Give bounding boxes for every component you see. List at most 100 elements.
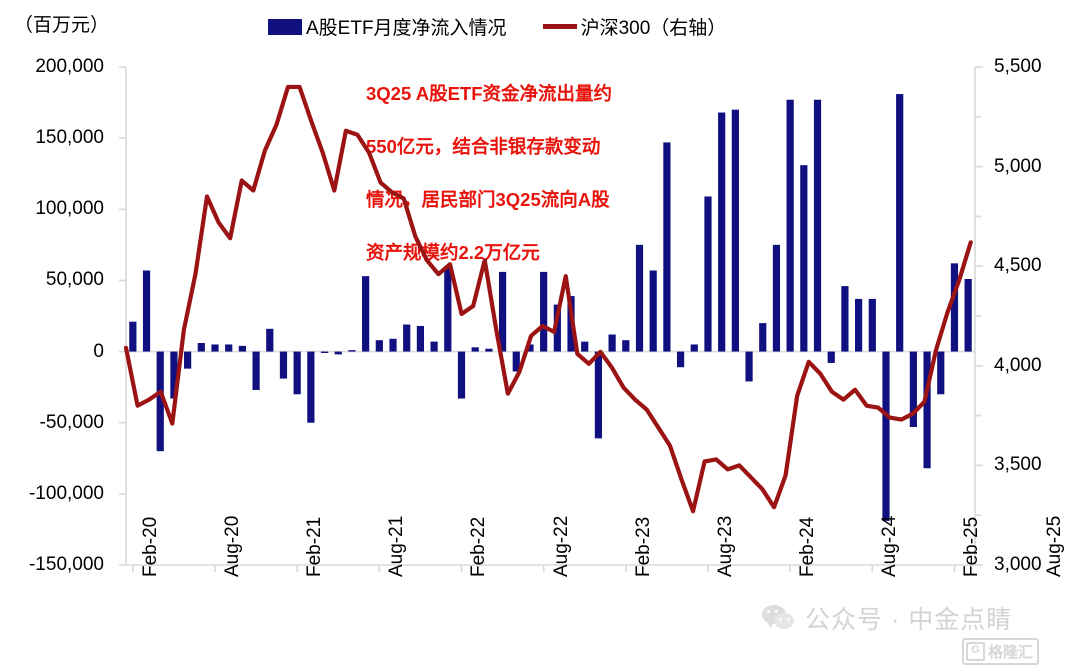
bar [855, 298, 863, 352]
chart-legend: A股ETF月度净流入情况 沪深300（右轴） [268, 13, 726, 40]
x-axis-tick-label: Feb-23 [632, 516, 654, 577]
right-axis-tick-label: 4,000 [994, 354, 1042, 376]
x-axis-tick-label: Aug-23 [714, 515, 736, 577]
bar [813, 99, 822, 352]
badge-letter-icon: G [966, 642, 985, 661]
left-axis-tick-label: 0 [93, 340, 104, 362]
bar [307, 351, 315, 423]
left-axis-tick-label: -150,000 [28, 554, 104, 575]
bar [512, 351, 520, 372]
bar [279, 351, 288, 379]
right-axis-tick-label: 5,500 [994, 56, 1042, 77]
bar [937, 351, 945, 395]
bar [786, 99, 794, 352]
bar [896, 94, 904, 352]
annotation-line-3: 情况，居民部门3Q25流向A股 [366, 188, 610, 210]
bar [964, 279, 972, 352]
bar [320, 351, 329, 353]
bar [909, 351, 917, 427]
x-axis-tick-label: Feb-21 [304, 516, 326, 577]
bar [225, 344, 233, 352]
legend-label-bar: A股ETF月度净流入情况 [306, 18, 507, 39]
bar [745, 351, 753, 382]
legend-item-bar[interactable]: A股ETF月度净流入情况 [268, 13, 507, 40]
bar [704, 196, 712, 352]
left-axis-tick-label: 150,000 [35, 127, 104, 149]
bar [375, 340, 383, 352]
x-axis-tick-label: Aug-24 [879, 515, 901, 577]
bar [471, 347, 479, 352]
left-axis-tick-label: -100,000 [28, 482, 104, 504]
bar [663, 142, 671, 352]
bar [142, 270, 151, 352]
badge-text: 格隆汇 [988, 644, 1034, 661]
bar [457, 351, 466, 399]
price-line [123, 84, 973, 514]
bar [540, 271, 548, 352]
legend-line-swatch-icon [542, 24, 577, 29]
y-axis-unit-label: （百万元） [14, 15, 110, 36]
left-axis-tick-label: 200,000 [35, 56, 104, 77]
bar [731, 109, 739, 352]
bar [868, 298, 876, 352]
left-axis-tick-label: 50,000 [45, 269, 104, 291]
x-axis-tick-label: Aug-21 [386, 515, 408, 577]
x-axis-tick-label: Aug-25 [1043, 515, 1065, 577]
bar [800, 165, 808, 352]
right-axis-tick-label: 3,000 [994, 554, 1042, 575]
bar [362, 276, 370, 352]
left-axis-tick-label: 100,000 [35, 198, 104, 220]
x-axis-tick-label: Aug-20 [222, 515, 243, 577]
bar [129, 321, 137, 352]
bar [608, 334, 616, 352]
right-axis-tick-label: 3,500 [994, 454, 1042, 476]
right-axis-tick-label: 4,500 [994, 255, 1042, 277]
legend-bar-swatch-icon [268, 18, 302, 35]
x-axis-tick-label: Feb-20 [139, 516, 161, 577]
bar [334, 351, 342, 355]
bar [950, 263, 959, 352]
legend-item-line[interactable]: 沪深300（右轴） [542, 13, 727, 40]
bar [430, 341, 438, 352]
left-axis-tick-label: -50,000 [39, 411, 104, 433]
x-axis-tick-label: Feb-22 [468, 516, 490, 577]
bar [498, 271, 507, 352]
bar [184, 351, 192, 369]
bar [156, 351, 164, 452]
bar [170, 351, 178, 399]
bar [718, 112, 726, 352]
bar [416, 325, 425, 352]
bar [690, 344, 698, 352]
bar-series [129, 94, 972, 521]
bar [266, 328, 274, 352]
right-axis-labels: 5,500 5,000 4,500 4,000 3,500 3,000 [984, 0, 1080, 670]
bar [238, 345, 246, 352]
left-axis-labels: 200,000 150,000 100,000 50,000 0 -50,000 -100,… [0, 0, 118, 670]
bar [526, 344, 534, 352]
bar [772, 244, 781, 352]
annotation-line-1: 3Q25 A股ETF资金净流出量约 [366, 82, 613, 104]
bar [389, 338, 397, 352]
legend-label-line: 沪深300（右轴） [580, 18, 727, 39]
bar [348, 350, 356, 352]
bar [581, 341, 589, 352]
annotation-line-2: 550亿元，结合非银存款变动 [366, 135, 601, 157]
watermark-badge: G 格隆汇 [962, 638, 1040, 665]
bar [923, 351, 931, 469]
x-axis-tick-label: Feb-25 [961, 516, 983, 577]
bar [553, 304, 561, 352]
bar [827, 351, 835, 363]
line-series [123, 84, 973, 514]
x-axis-tick-label: Aug-22 [550, 515, 572, 577]
chart-annotation: 3Q25 A股ETF资金净流出量约 550亿元，结合非银存款变动 情况，居民部门… [366, 54, 696, 293]
bar [211, 344, 219, 352]
bar [293, 351, 301, 395]
bar [882, 351, 890, 521]
annotation-line-4: 资产规模约2.2万亿元 [366, 241, 540, 263]
bar [635, 244, 644, 352]
right-axis-tick-label: 5,000 [994, 155, 1042, 177]
bar [485, 348, 493, 352]
